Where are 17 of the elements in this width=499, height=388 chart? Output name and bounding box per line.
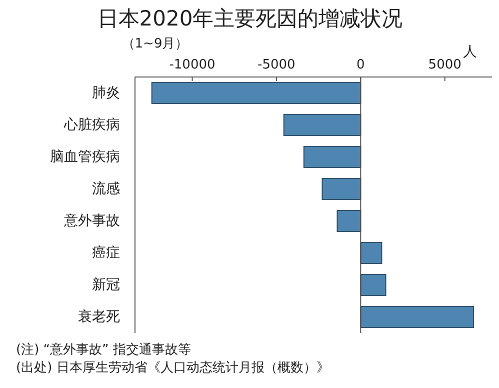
xtick: 5000 <box>428 58 462 73</box>
title: 日本2020年主要死因的增减状况 <box>97 6 403 31</box>
ytick: 新冠 <box>92 276 120 293</box>
xtick: -5000 <box>258 58 296 73</box>
ytick: 意外事故 <box>64 212 120 229</box>
ytick: 癌症 <box>92 244 120 261</box>
ytick: 脑血管疾病 <box>50 148 120 165</box>
xlabel: 人 <box>463 44 477 60</box>
annotation: (出处) 日本厚生劳动省《人口动态统计月报（概数）》 <box>16 360 330 376</box>
subtitle: （1~9月） <box>122 36 188 52</box>
xtick: 0 <box>356 58 365 73</box>
ytick: 衰老死 <box>78 308 120 325</box>
ytick: 流感 <box>92 180 120 197</box>
ytick: 肺炎 <box>92 84 120 101</box>
ytick: 心脏疾病 <box>64 116 120 133</box>
xtick: -10000 <box>169 58 216 73</box>
annotation: (注) “意外事故” 指交通事故等 <box>16 342 191 358</box>
